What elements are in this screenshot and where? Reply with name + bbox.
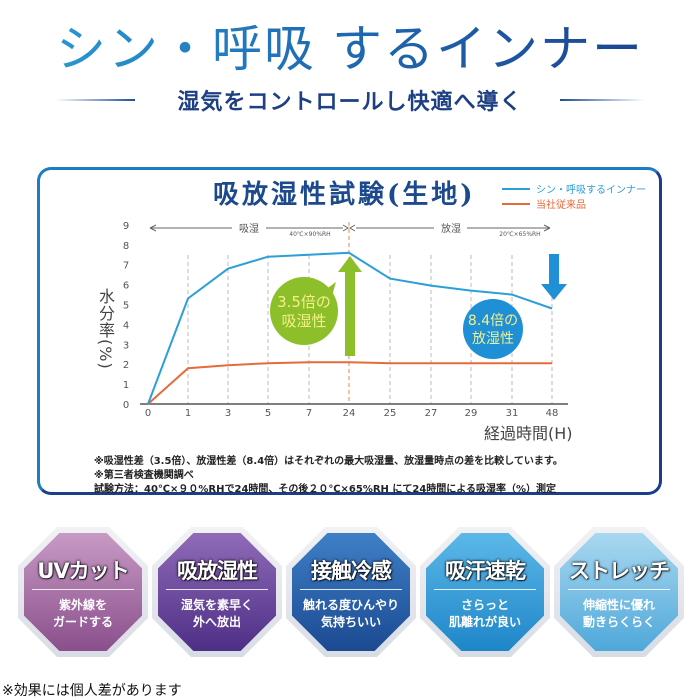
chart-panel [37, 167, 662, 495]
badge-description: 湿気を素早く 外へ放出 [180, 598, 253, 629]
badge-quick-dry: 吸汗速乾 さらっと 肌離れが良い [420, 527, 550, 657]
page-title: シン・呼吸®するインナー [0, 18, 700, 80]
legend-swatch-orange [502, 202, 530, 205]
badge-description: 触れる度ひんやり 気持ちいい [302, 598, 399, 629]
legend-label: シン・呼吸するインナー [536, 185, 646, 196]
octagon-fill [560, 533, 678, 651]
badge-divider [166, 589, 268, 590]
badge-divider [434, 589, 536, 590]
badge-divider [300, 589, 402, 590]
subtitle-divider-right [560, 99, 645, 101]
badge-title: 接触冷感 [311, 559, 392, 583]
legend-swatch-blue [502, 187, 530, 190]
badge-description: 伸縮性に優れ 動きらくらく [582, 598, 655, 629]
badge-title: 吸放湿性 [177, 559, 258, 583]
octagon-fill [24, 533, 142, 651]
badge-divider [32, 589, 134, 590]
badge-moisture-absorb-release: 吸放湿性 湿気を素早く 外へ放出 [152, 527, 282, 657]
note-test-method: 試験方法：40℃×９０%RHで24時間、その後２０℃×65%RH にて24時間に… [94, 484, 557, 495]
chart-title: 吸放湿性試験(生地) [213, 180, 476, 210]
badge-title: ストレッチ [569, 559, 670, 583]
octagon-fill [158, 533, 276, 651]
subtitle-divider-left [55, 99, 135, 101]
badge-stretch: ストレッチ 伸縮性に優れ 動きらくらく [554, 527, 684, 657]
legend-item-conventional: 当社従来品 [502, 196, 646, 211]
x-axis-label: 経過時間(H) [484, 424, 573, 443]
subtitle: 湿気をコントロールし快適へ導く [177, 89, 523, 115]
badge-description: さらっと 肌離れが良い [448, 598, 521, 629]
badge-title: 吸汗速乾 [445, 559, 526, 583]
octagon-fill [292, 533, 410, 651]
badge-uv-cut: UVカット 紫外線を ガードする [18, 527, 148, 657]
footnote: ※効果には個人差があります [2, 683, 182, 699]
chart-legend: シン・呼吸するインナー 当社従来品 [502, 181, 646, 211]
badge-title: UVカット [37, 559, 129, 583]
y-axis-label: 水分率(%) [96, 288, 115, 370]
legend-label: 当社従来品 [536, 200, 586, 211]
note-difference: ※吸湿性差（3.5倍）、放湿性差（8.4倍）はそれぞれの最大吸湿量、放湿量時点の… [94, 456, 563, 467]
note-third-party: ※第三者検査機関調べ [94, 470, 194, 481]
legend-item-new: シン・呼吸するインナー [502, 181, 646, 196]
feature-badges: UVカット 紫外線を ガードする 吸放湿性 湿気を素早く 外へ放出 接触冷感 触れる… [18, 527, 688, 657]
subtitle-row: 湿気をコントロールし快適へ導く [0, 84, 700, 115]
badge-description: 紫外線を ガードする [52, 598, 113, 629]
octagon-fill [426, 533, 544, 651]
badge-divider [568, 589, 670, 590]
badge-cool-touch: 接触冷感 触れる度ひんやり 気持ちいい [286, 527, 416, 657]
registered-mark: ® [316, 47, 332, 63]
